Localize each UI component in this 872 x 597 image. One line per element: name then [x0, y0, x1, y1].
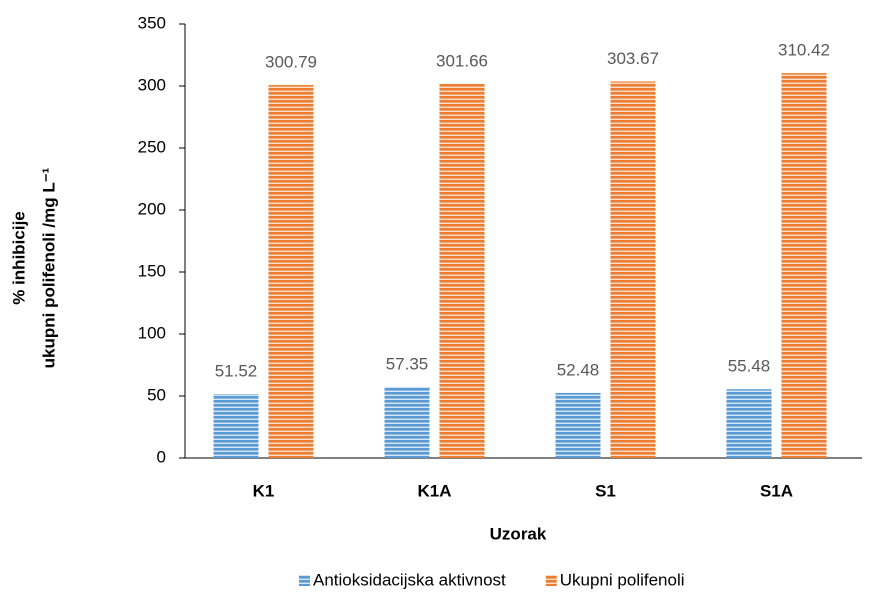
y-tick-label: 300 [138, 75, 166, 94]
x-tick-label: S1 [595, 481, 616, 500]
y-tick-label: 350 [138, 13, 166, 32]
bar [610, 81, 656, 458]
y-axis-title: ukupni polifenoli /mg L⁻¹ [39, 167, 58, 368]
value-label: 57.35 [386, 354, 429, 373]
bar [726, 389, 772, 458]
y-axis-title: % inhibicije [9, 211, 28, 305]
bar [268, 85, 314, 459]
x-tick-label: S1A [760, 481, 793, 500]
bar [555, 392, 601, 458]
x-axis-title: Uzorak [490, 524, 547, 543]
legend-label: Antioksidacijska aktivnost [313, 570, 506, 589]
legend-swatch [299, 575, 310, 586]
value-label: 303.67 [607, 49, 659, 68]
y-tick-label: 100 [138, 323, 166, 342]
value-label: 301.66 [436, 51, 488, 70]
value-label: 51.52 [215, 362, 258, 381]
value-label: 55.48 [728, 357, 771, 376]
y-tick-label: 150 [138, 261, 166, 280]
legend-swatch [545, 575, 557, 586]
x-tick-label: K1 [253, 481, 275, 500]
bar [384, 386, 430, 458]
bar [439, 83, 485, 459]
value-label: 300.79 [265, 53, 317, 72]
y-tick-label: 0 [157, 447, 166, 466]
y-tick-label: 250 [138, 137, 166, 156]
y-tick-label: 200 [138, 199, 166, 218]
bar [213, 394, 259, 458]
value-label: 52.48 [557, 360, 600, 379]
legend-label: Ukupni polifenoli [560, 570, 685, 589]
bar [781, 73, 827, 459]
x-tick-label: K1A [417, 481, 451, 500]
value-label: 310.42 [778, 41, 830, 60]
y-tick-label: 50 [147, 385, 166, 404]
